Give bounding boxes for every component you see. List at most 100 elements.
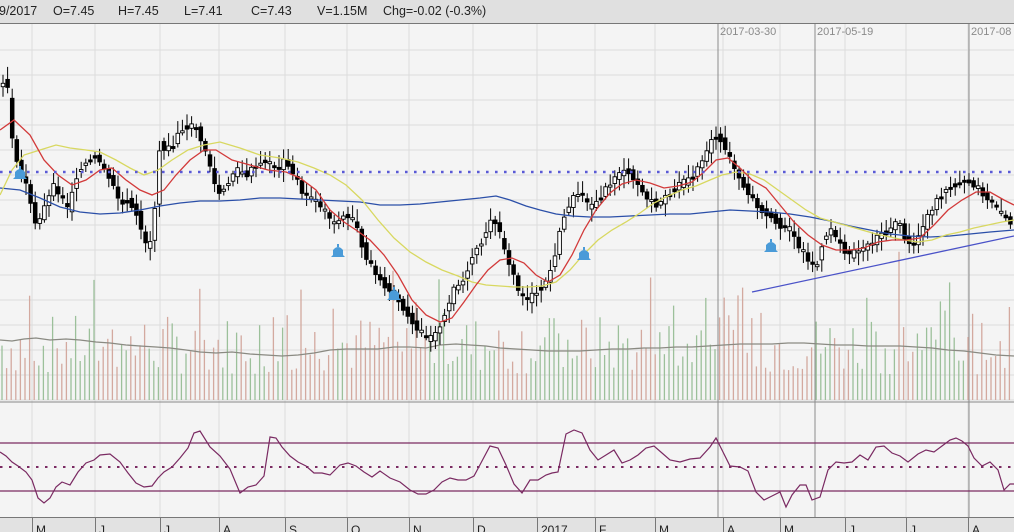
x-axis-tick [219,518,220,532]
ohlc-header: 9/2017 O=7.45 H=7.45 L=7.41 C=7.43 V=1.1… [0,0,1014,24]
candle-body [161,141,167,151]
candle-body [952,183,958,188]
candle-body [971,180,976,188]
candle-body [262,159,268,164]
candle-body [520,293,526,297]
candle-body [718,133,723,143]
candle-body [663,194,668,205]
candle-body [672,188,677,193]
candle-body [170,146,176,149]
candle-body [267,161,273,165]
x-axis-month-label: A [972,523,981,532]
alert-bell-icon[interactable] [331,244,345,257]
candle-body [787,226,792,232]
candle-body [9,97,15,139]
alert-bell-icon[interactable] [13,166,27,179]
candle-body [529,292,535,304]
candle-body [129,197,135,208]
candle-body [722,137,728,151]
close-value: C=7.43 [251,4,292,18]
candle-body [768,211,774,219]
candle-body [368,260,374,264]
candle-body [120,199,125,205]
candle-body [414,320,420,331]
x-axis-tick [906,518,907,532]
open-value: O=7.45 [53,4,95,18]
rsi-line [0,429,1014,509]
x-axis-month-label: A [223,523,232,532]
candle-body [925,214,930,230]
candle-body [14,139,20,162]
x-axis-month-label: S [289,523,298,532]
candle-body [97,154,102,163]
candle-body [828,228,834,236]
candle-body [699,160,705,169]
candle-body [975,185,981,189]
x-axis-month-label: J [910,523,916,532]
candle-body [773,213,779,224]
candle-body [617,172,622,180]
candle-body [782,225,788,229]
candle-body [115,186,121,199]
candle-body [23,176,29,184]
candle-body [1003,214,1009,219]
candle-body [686,177,691,186]
candle-body [423,335,429,339]
candle-body [322,208,328,212]
alert-bell-icon[interactable] [577,247,591,260]
candle-body [474,247,480,256]
x-axis-month-label: M [36,523,46,532]
candle-body [755,198,760,209]
chart-plot-area[interactable] [0,24,1014,517]
candle-body [0,82,6,88]
x-axis-month-label: J [164,523,170,532]
candle-body [437,326,443,334]
alert-bell-icon[interactable] [387,287,401,300]
x-axis-tick [473,518,474,532]
candle-body [584,198,590,203]
candle-body [902,223,907,240]
candle-body [419,329,424,334]
x-axis-month-label: 2017 [541,523,568,532]
candle-body [193,127,199,131]
candle-body [359,228,365,248]
candle-body [575,194,581,197]
candle-body [989,199,995,203]
high-value: H=7.45 [118,4,159,18]
price-chart[interactable] [0,24,1014,517]
candle-body [308,196,314,200]
candle-body [874,234,880,246]
candle-body [998,210,1004,214]
candle-body [345,213,351,219]
candle-body [143,231,148,244]
candle-body [801,249,806,253]
ma-fast-line [0,119,1014,323]
candle-body [180,130,185,134]
candle-body [506,250,512,265]
candle-body [42,205,47,221]
candle-body [258,162,263,166]
candle-body [336,220,342,225]
date-marker-label: 2017-08 [971,26,1012,38]
candle-body [934,198,940,211]
candle-body [644,191,650,200]
candle-body [607,184,613,188]
candle-body [649,199,654,203]
candle-body [69,191,75,213]
candle-body [810,261,815,265]
candle-body [916,235,921,246]
candle-body [327,212,332,219]
candle-body [911,242,917,246]
candle-body [598,197,604,201]
candle-body [60,195,66,199]
volume-ma-line [0,337,1014,357]
candle-body [561,216,567,230]
candle-body [580,192,585,196]
x-axis-tick [32,518,33,532]
candle-body [515,275,521,291]
x-axis-month-label: A [727,523,736,532]
candle-body [957,182,963,186]
alert-bell-icon[interactable] [764,239,778,252]
candle-body [948,186,953,190]
x-axis-month-label: F [599,523,607,532]
